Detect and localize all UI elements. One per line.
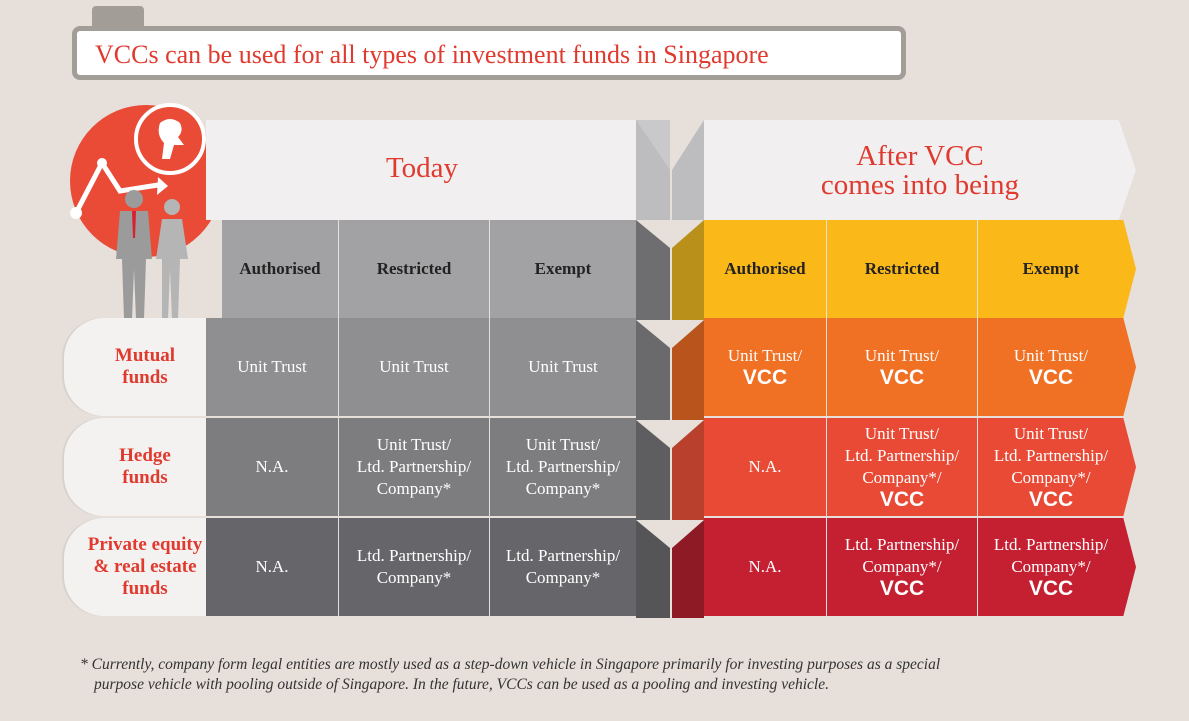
- today-r3-c2: Ltd. Partnership/Company*: [339, 518, 489, 616]
- cell-line: Unit Trust/: [525, 435, 601, 454]
- chevron-divider: [636, 120, 704, 618]
- today-r2-c1: N.A.: [206, 418, 338, 516]
- after-header-line: After VCC: [856, 140, 984, 172]
- icon-illustration: [68, 103, 238, 333]
- cell-line: Unit Trust/: [864, 424, 940, 443]
- footnote-line: purpose vehicle with pooling outside of …: [94, 676, 829, 693]
- after-r1-c3: Unit Trust/VCC: [978, 318, 1136, 416]
- today-header: Today: [206, 120, 638, 220]
- vcc-label: VCC: [1028, 577, 1074, 600]
- after-col-authorised: Authorised: [704, 220, 826, 318]
- row-label-mutual-funds: Mutual funds: [64, 318, 226, 416]
- row-label-line: funds: [122, 578, 168, 599]
- after-r2-c2: Unit Trust/Ltd. Partnership/Company*/VCC: [827, 418, 977, 516]
- cell-line: Ltd. Partnership/: [505, 546, 621, 565]
- vcc-label: VCC: [879, 488, 925, 511]
- after-r1-c1: Unit Trust/VCC: [704, 318, 826, 416]
- cell-line: Ltd. Partnership/: [844, 446, 960, 465]
- cell-line: Company*/: [862, 468, 942, 487]
- after-col-restricted: Restricted: [827, 220, 977, 318]
- cell-line: Ltd. Partnership/: [844, 535, 960, 554]
- after-r2-c3: Unit Trust/Ltd. Partnership/Company*/VCC: [978, 418, 1136, 516]
- row-label-private-equity: Private equity & real estate funds: [64, 518, 226, 616]
- cell-line: Unit Trust/: [727, 346, 803, 365]
- row-label-line: & real estate: [93, 556, 197, 577]
- today-header-text: Today: [385, 152, 459, 184]
- row-label-line: Private equity: [87, 534, 203, 555]
- today-r1-c1: Unit Trust: [206, 318, 338, 416]
- row-label-hedge-funds: Hedge funds: [64, 418, 226, 516]
- cell-line: Unit Trust/: [1013, 424, 1089, 443]
- cell-line: Unit Trust/: [1013, 346, 1089, 365]
- after-r3-c1: N.A.: [704, 518, 826, 616]
- cell-line: Ltd. Partnership/: [993, 446, 1109, 465]
- row-label-line: funds: [122, 467, 168, 488]
- cell-line: N.A.: [255, 457, 289, 476]
- cell-line: Company*: [376, 568, 452, 587]
- cell-line: Company*/: [1011, 468, 1091, 487]
- footnote-line: * Currently, company form legal entities…: [80, 656, 941, 673]
- cell-line: Ltd. Partnership/: [356, 457, 472, 476]
- cell-line: Company*: [376, 479, 452, 498]
- vcc-label: VCC: [742, 366, 788, 389]
- today-r1-c3: Unit Trust: [490, 318, 636, 416]
- footnote: * Currently, company form legal entities…: [80, 655, 1120, 695]
- row-label-line: funds: [122, 367, 168, 388]
- after-header-text: After VCC comes into being: [704, 142, 1136, 200]
- cell-line: Ltd. Partnership/: [993, 535, 1109, 554]
- trend-arrow-icon: [73, 158, 159, 215]
- today-r2-c3: Unit Trust/Ltd. Partnership/Company*: [490, 418, 636, 516]
- cell-line: Company*: [525, 479, 601, 498]
- vcc-label: VCC: [879, 366, 925, 389]
- row-label-line: Mutual: [114, 345, 176, 366]
- after-header-line: comes into being: [820, 169, 1020, 201]
- today-col-restricted: Restricted: [339, 220, 489, 318]
- after-col-exempt: Exempt: [978, 220, 1136, 318]
- today-r1-c2: Unit Trust: [339, 318, 489, 416]
- row-label-line: Hedge: [119, 445, 171, 466]
- business-people-icon: [70, 103, 222, 319]
- after-r3-c3: Ltd. Partnership/Company*/VCC: [978, 518, 1136, 616]
- cell-line: N.A.: [255, 557, 289, 576]
- after-r1-c2: Unit Trust/VCC: [827, 318, 977, 416]
- vcc-label: VCC: [1028, 366, 1074, 389]
- today-r3-c3: Ltd. Partnership/Company*: [490, 518, 636, 616]
- today-r3-c1: N.A.: [206, 518, 338, 616]
- vcc-label: VCC: [1028, 488, 1074, 511]
- cell-line: Company*: [525, 568, 601, 587]
- cell-line: Company*/: [1011, 557, 1091, 576]
- today-r2-c2: Unit Trust/Ltd. Partnership/Company*: [339, 418, 489, 516]
- after-r2-c1: N.A.: [704, 418, 826, 516]
- cell-line: Ltd. Partnership/: [356, 546, 472, 565]
- today-col-exempt: Exempt: [490, 220, 636, 318]
- cell-line: N.A.: [748, 457, 782, 476]
- title-box: VCCs can be used for all types of invest…: [72, 26, 906, 80]
- cell-line: Ltd. Partnership/: [505, 457, 621, 476]
- today-col-authorised: Authorised: [222, 220, 338, 318]
- cell-line: N.A.: [748, 557, 782, 576]
- vcc-label: VCC: [879, 577, 925, 600]
- page-title: VCCs can be used for all types of invest…: [95, 40, 769, 69]
- cell-line: Unit Trust/: [864, 346, 940, 365]
- after-r3-c2: Ltd. Partnership/Company*/VCC: [827, 518, 977, 616]
- cell-line: Unit Trust/: [376, 435, 452, 454]
- cell-line: Company*/: [862, 557, 942, 576]
- after-header: After VCC comes into being: [704, 120, 1136, 220]
